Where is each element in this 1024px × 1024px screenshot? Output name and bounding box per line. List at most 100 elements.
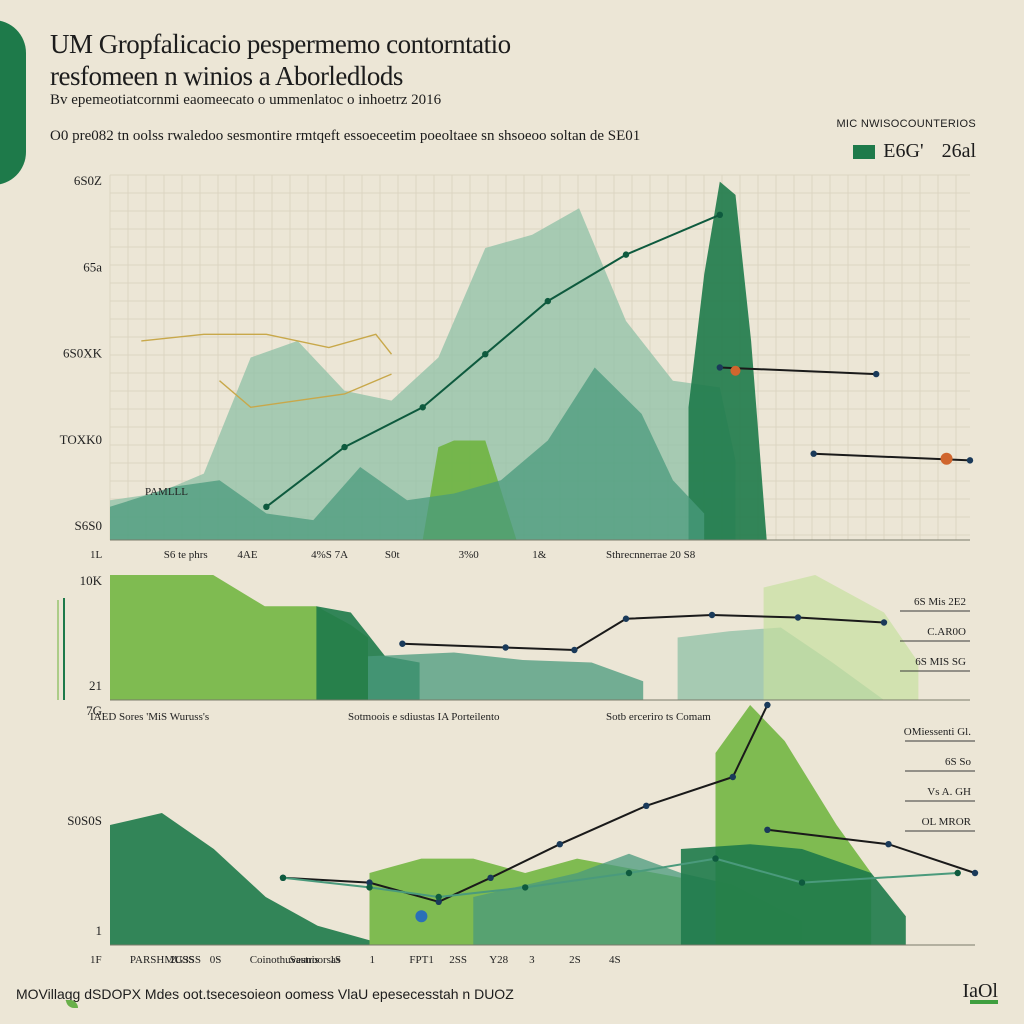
line-series-top-5 — [719, 366, 877, 376]
data-point — [708, 611, 716, 619]
x-tick-label: 1 — [369, 954, 375, 966]
data-point — [399, 640, 406, 647]
right-label: OMiessenti Gl. — [904, 726, 971, 738]
legend-row: E6G' 26al — [836, 140, 976, 163]
side-tab-accent — [0, 20, 26, 185]
x-tick-label: 1S — [330, 954, 342, 966]
right-label: C.AR0O — [927, 626, 966, 638]
legend-heading: MIC NWISOCOUNTERIOS — [836, 118, 976, 130]
area-series-bottom-4 — [680, 844, 906, 945]
x-tick-label: PARSHMUSS — [130, 954, 194, 966]
data-point — [810, 450, 817, 457]
x-tick-label: 2G3SS — [170, 954, 201, 966]
data-point — [716, 211, 724, 219]
line-series-top-8 — [219, 373, 392, 409]
y-tick-label: S0S0S — [67, 813, 102, 828]
data-point — [263, 503, 270, 511]
data-point — [716, 364, 724, 371]
y-tick-label: 7G — [86, 703, 102, 718]
x-tick-label: 4S — [609, 954, 621, 966]
right-label: Vs A. GH — [927, 786, 971, 798]
chart-title-line1: UM Gropfalicacio pespermemo contorntatio — [50, 29, 511, 59]
data-point — [954, 869, 961, 877]
data-point — [522, 884, 529, 891]
data-point — [966, 457, 974, 464]
legend-value-b: 26al — [941, 140, 976, 162]
x-tick-label: 3%0 — [459, 549, 480, 561]
x-tick-label: 4AE — [237, 549, 257, 561]
end-marker-orange — [730, 365, 741, 376]
x-tick-label: 1L — [90, 549, 103, 561]
x-tick-label: 1& — [532, 549, 547, 561]
right-label: 6S So — [945, 756, 971, 768]
data-point — [764, 826, 771, 833]
area-series-middle-2 — [368, 652, 644, 700]
right-label: OL MROR — [922, 816, 972, 828]
x-tick-label: S0t — [385, 549, 400, 561]
data-point — [625, 869, 633, 877]
data-point — [341, 443, 348, 451]
y-tick-label: S6S0 — [75, 518, 102, 533]
x-tick-label: Sthrecnnerrae 20 S8 — [606, 549, 696, 561]
corner-bar — [970, 1000, 998, 1004]
data-point — [885, 841, 892, 848]
legend-value-a: E6G' — [883, 140, 924, 162]
chart-title-line2: resfomeen n winios a Aborledlods — [50, 61, 403, 91]
data-point — [729, 773, 736, 781]
legend: MIC NWISOCOUNTERIOS E6G' 26al — [836, 118, 976, 163]
chart-caption: O0 pre082 tn oolss rwaledoo sesmontire r… — [50, 128, 641, 144]
data-point — [622, 251, 630, 258]
data-point — [435, 893, 442, 901]
data-point — [279, 874, 287, 881]
right-label: 6S MIS SG — [915, 656, 966, 668]
x-tick-label: 3 — [529, 954, 535, 966]
x-tick-label: FPT1 — [409, 954, 433, 966]
line-series-top-7 — [141, 333, 393, 355]
y-tick-label: 6S0XK — [63, 346, 103, 361]
area-series-middle-0 — [110, 575, 368, 700]
footer-text: MOVillagg dSDOPX Mdes oot.tsecesoieon oo… — [16, 986, 514, 1002]
data-point — [622, 615, 630, 622]
data-point — [571, 646, 578, 654]
x-tick-label: Sotmoois e sdiustas IA Porteilento — [348, 711, 500, 723]
x-tick-label: IAED Sores 'MiS Wuruss's — [90, 711, 209, 723]
data-point — [794, 614, 802, 621]
data-point — [487, 874, 494, 881]
data-point — [798, 879, 806, 886]
y-tick-label: TOXK0 — [60, 432, 102, 447]
data-point — [971, 869, 979, 877]
data-point — [643, 802, 650, 809]
right-label: 6S Mis 2E2 — [914, 596, 966, 608]
y-tick-label: 21 — [89, 678, 102, 693]
annotation-left: PAMLLL — [145, 486, 188, 498]
leaf-icon — [66, 1000, 78, 1008]
data-point — [366, 879, 373, 886]
corner-mark: IaOl — [962, 980, 998, 1002]
x-tick-label: 1F — [90, 954, 102, 966]
y-tick-label: 65a — [83, 259, 102, 274]
end-marker-orange — [940, 452, 953, 465]
data-point — [419, 404, 426, 411]
x-tick-label: Coinothuvestroorsas — [250, 954, 340, 966]
x-tick-label: Y28 — [489, 954, 508, 966]
y-tick-label: 1 — [96, 923, 103, 938]
x-tick-label: Saunis — [290, 954, 319, 966]
x-tick-label: 2SS — [449, 954, 467, 966]
data-point — [880, 619, 888, 626]
x-tick-label: 2S — [569, 954, 581, 966]
chart-subtitle: Bv epemeotiatcornmi eaomeecato o ummenla… — [50, 92, 442, 108]
x-tick-label: S6 te phrs — [164, 549, 208, 561]
area-series-top-3 — [110, 367, 705, 540]
data-point — [556, 841, 563, 848]
area-series-top-2 — [688, 181, 767, 540]
line-series-bottom-5 — [282, 704, 769, 903]
x-tick-label: 0S — [210, 954, 222, 966]
data-point — [435, 898, 442, 905]
y-tick-label: 10K — [80, 573, 103, 588]
data-point — [764, 701, 771, 709]
legend-swatch — [853, 144, 876, 159]
data-point — [872, 370, 880, 378]
area-series-bottom-0 — [110, 813, 370, 945]
x-tick-label: Sotb erceriro ts Comam — [606, 711, 711, 723]
